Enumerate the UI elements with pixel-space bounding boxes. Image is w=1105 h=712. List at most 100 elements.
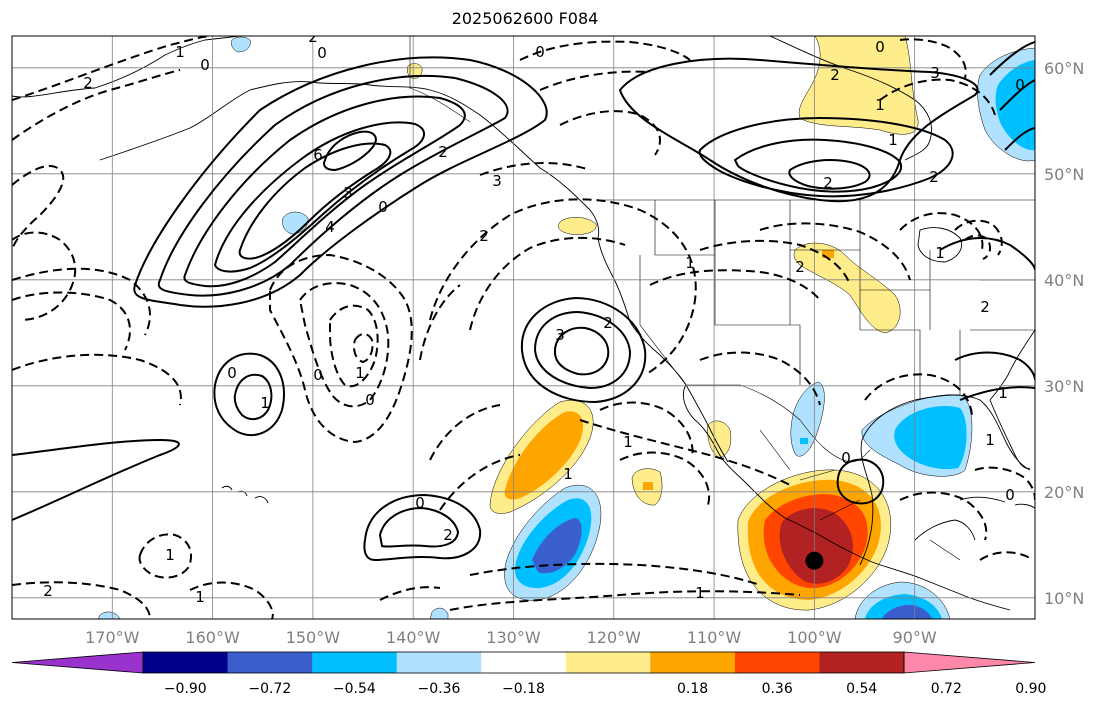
lat-axis: 60°N 50°N 40°N 30°N 20°N 10°N	[1044, 59, 1084, 608]
dash-westpac-5	[12, 267, 151, 336]
contour-label: 1	[985, 431, 995, 449]
border-states-2	[714, 200, 861, 330]
colorbar-tick-label: −0.72	[248, 681, 291, 697]
colorbar-tick-label: −0.90	[164, 681, 207, 697]
dash-south-1	[449, 590, 801, 611]
contour-label: 1	[623, 433, 633, 451]
contour-label: 1	[165, 546, 175, 564]
dash-canada-2	[539, 70, 651, 91]
colorbar-segment	[650, 652, 736, 673]
contour-label: 1	[260, 394, 270, 412]
colorbar-segment	[396, 652, 482, 673]
contour-label: 2	[823, 174, 833, 192]
contour-label: 1	[355, 364, 365, 382]
shade-se-med	[882, 604, 932, 619]
dash-central-pac-1	[429, 404, 501, 461]
contour-label: 0	[875, 38, 885, 56]
contour-label: 1	[175, 43, 185, 61]
contour-label: 3	[555, 326, 565, 344]
contour-ridge-outer	[133, 56, 548, 308]
dash-east-coast-1	[974, 466, 1035, 501]
dash-great-lakes-2	[954, 219, 1003, 256]
colorbar-segment	[734, 652, 820, 673]
lon-tick-label: 170°W	[85, 628, 140, 647]
shade-texas-blue	[800, 438, 808, 444]
contour-ridge-5	[238, 142, 392, 260]
contour-label: 3	[492, 172, 502, 190]
coastline-layer	[12, 36, 1035, 611]
contour-cal-outer	[520, 296, 647, 404]
coast-hudson-bay	[769, 36, 933, 161]
dash-great-lakes-1	[899, 212, 984, 251]
dash-gulf-2	[899, 491, 988, 541]
colorbar-tick-label: 0.72	[931, 681, 962, 697]
contour-label: 2	[308, 28, 318, 46]
contour-ridge-4	[213, 121, 425, 273]
contour-label: 0	[227, 364, 237, 382]
shade-baja-orange	[504, 411, 584, 500]
colorbar-segment	[312, 652, 398, 673]
colorbar-segment	[481, 652, 567, 673]
contour-label: 1	[563, 465, 573, 483]
dash-south-2	[469, 562, 761, 586]
contour-hudson-3	[999, 79, 1035, 111]
dash-great-lakes-3	[964, 234, 992, 260]
contour-label: 6	[313, 146, 323, 164]
dash-south-3	[379, 586, 441, 601]
dash-westpac-2	[12, 231, 77, 321]
coast-caribbean	[959, 496, 1035, 509]
shade-pacific-medblue	[532, 518, 582, 574]
contour-east-3	[954, 351, 1035, 381]
dash-canada-1	[519, 40, 691, 61]
coast-florida	[989, 399, 1031, 469]
contour-label: 2	[443, 526, 453, 544]
contour-cal-inner	[553, 326, 610, 376]
contour-label: 0	[1015, 76, 1025, 94]
contour-canada-2	[698, 116, 954, 198]
contour-label: 0	[313, 366, 323, 384]
contour-label: 0	[317, 44, 327, 62]
contour-label: 1	[685, 254, 695, 272]
location-marker	[805, 551, 824, 570]
contour-label: 2	[438, 143, 448, 161]
shade-canada-light	[798, 36, 919, 135]
shade-northpac-light	[231, 36, 251, 53]
shade-pac-bottom2	[429, 607, 449, 619]
contour-label: 1	[195, 588, 205, 606]
shade-plains-light	[793, 242, 901, 334]
contour-label: 1	[998, 384, 1008, 402]
colorbar-tick-label: 0.36	[762, 681, 793, 697]
dash-east-trough-2	[469, 236, 626, 331]
lat-tick-label: 40°N	[1044, 271, 1084, 290]
contour-label: 2	[43, 582, 53, 600]
lon-tick-label: 150°W	[286, 628, 341, 647]
coast-east-us	[989, 329, 1035, 401]
shade-oregon-light	[558, 217, 597, 235]
contour-label: 2	[603, 314, 613, 332]
dash-trough-2	[298, 282, 390, 408]
colorbar-segment	[227, 652, 313, 673]
shade-pac-bottom	[97, 611, 121, 619]
border-mexico-states	[759, 429, 961, 561]
coast-alaska-south	[99, 81, 600, 239]
dash-pac-small-1	[138, 533, 193, 579]
border-states-1	[654, 200, 801, 385]
contour-label: 2	[830, 66, 840, 84]
map-title: 2025062600 F084	[451, 9, 599, 28]
colorbar-tick-label: 0.90	[1015, 681, 1046, 697]
contour-label: 0	[200, 56, 210, 74]
contour-label: 4	[325, 218, 335, 236]
contour-hudson-4	[1004, 127, 1035, 151]
lat-tick-label: 10°N	[1044, 589, 1084, 608]
border-states-3	[639, 255, 930, 400]
contour-dashed-layer	[12, 36, 1035, 619]
shade-hudson-blue	[995, 60, 1035, 151]
shade-mexico-dark	[779, 508, 853, 584]
dash-pac-small-3	[189, 581, 274, 619]
shade-sonora-light	[707, 420, 732, 459]
dash-plains-1	[699, 239, 851, 286]
colorbar-tick-label: −0.54	[333, 681, 376, 697]
colorbar-segment	[143, 652, 229, 673]
